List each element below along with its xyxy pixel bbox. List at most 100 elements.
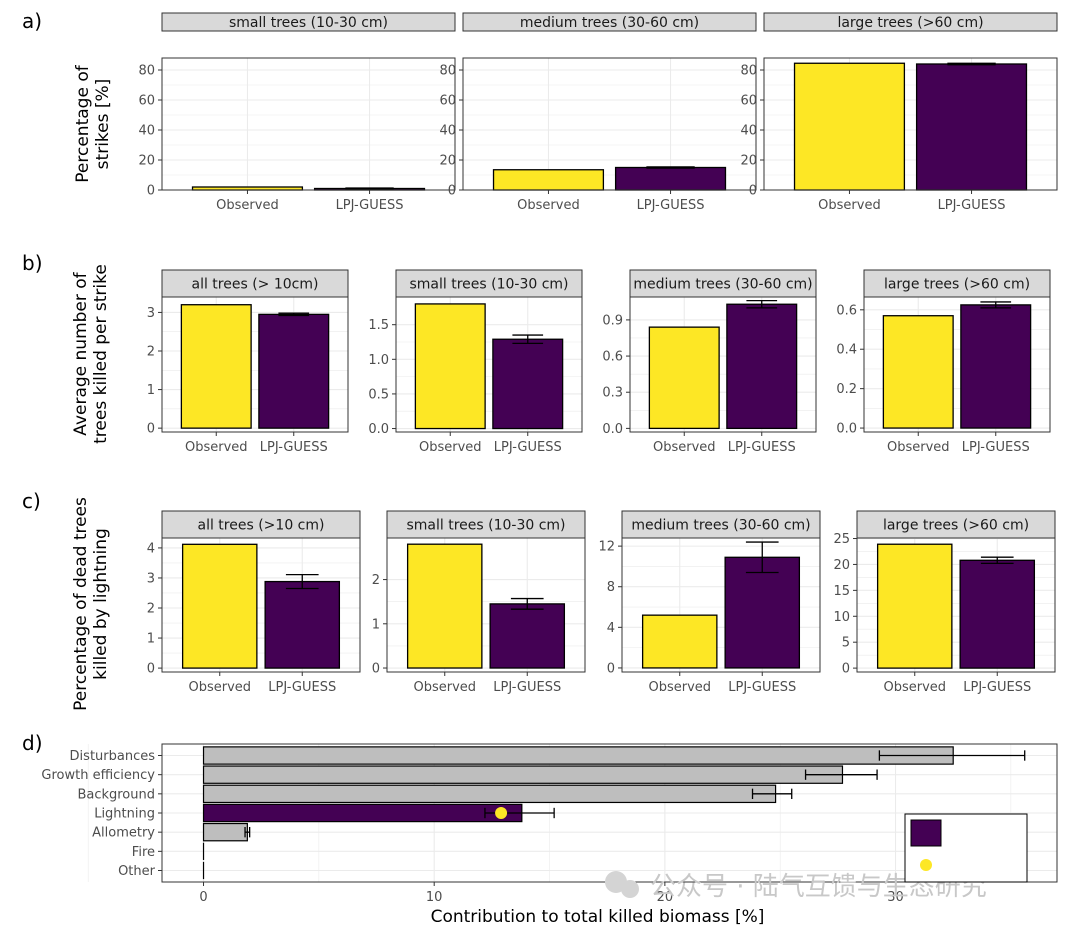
plot-frame [462,57,757,191]
y-tick-label: 8 [607,580,615,595]
y-tick-label: 1 [372,617,380,632]
y-tick-label: 0.0 [836,422,857,437]
x-tick-label: 10 [426,890,443,905]
legend-key-lpj-guess [910,819,942,847]
lpj-guess-bar [489,603,566,669]
y-tick-label: Background [77,787,155,802]
x-tick-label: LPJ-GUESS [336,198,404,213]
y-tick-label: 0 [147,422,155,437]
plot-frame [621,537,821,673]
x-tick-label: Observed [653,440,716,455]
y-tick-label: 12 [598,540,615,555]
y-tick-label: Growth efficiency [41,768,155,783]
y-tick-label: 0.2 [836,382,857,397]
plot-frame [763,57,1058,191]
lpj-guess-bar [960,304,1032,429]
y-tick-label: Fire [132,845,155,860]
plot-frame [856,537,1056,673]
y-tick-label: 1 [147,383,155,398]
y-tick-label: 10 [833,610,850,625]
y-tick-label: Lightning [94,807,155,822]
y-tick-label: 60 [740,94,757,109]
facet-strip [621,510,821,539]
y-tick-label: 80 [138,64,155,79]
x-tick-label: LPJ-GUESS [963,680,1031,695]
y-tick-label: 0 [448,184,456,199]
contribution-bar [202,822,248,842]
plot-frame [863,296,1051,433]
x-tick-label: LPJ-GUESS [962,440,1030,455]
y-tick-label: 20 [740,154,757,169]
y-axis-title-a: strikes [%] [93,79,113,170]
y-tick-label: 15 [833,584,850,599]
x-tick-label: Observed [818,198,881,213]
observed-bar [180,304,252,429]
observed-bar [414,303,486,430]
observed-bar [181,543,258,669]
x-tick-label: LPJ-GUESS [938,198,1006,213]
panel-label-d: d) [22,731,43,755]
x-tick-label: LPJ-GUESS [268,680,336,695]
observed-bar [876,543,953,669]
y-tick-label: 0.9 [602,313,623,328]
facet-strip [386,510,586,539]
panel-label-c: c) [22,489,41,513]
y-tick-label: 5 [842,636,850,651]
y-tick-label: 3 [147,306,155,321]
plot-frame [395,296,583,433]
facet-title: small trees (10-30 cm) [229,15,388,31]
x-tick-label: Observed [188,680,251,695]
x-tick-label: Observed [216,198,279,213]
facet-title: medium trees (30-60 cm) [633,277,812,293]
facet-title: large trees (>60 cm) [837,15,983,31]
y-tick-label: 2 [372,573,380,588]
y-axis-title-a: Percentage of [73,64,93,182]
panel-label-b: b) [22,251,43,275]
observed-point [495,807,508,819]
y-axis-title-b: trees killed per strike [91,264,111,444]
wechat-icon [621,880,639,898]
facet-strip [763,12,1058,32]
facet-strip [856,510,1056,539]
y-tick-label: 0.4 [836,343,857,358]
x-tick-label: 20 [657,890,674,905]
y-tick-label: 0.0 [602,422,623,437]
y-tick-label: 4 [147,541,155,556]
y-axis-title-c: killed by lightning [91,528,111,680]
x-tick-label: Observed [185,440,248,455]
plot-frame [161,537,361,673]
plot-frame [161,296,349,433]
observed-bar [492,169,605,191]
y-axis-title-c: Percentage of dead trees [71,497,91,711]
observed-bar [882,315,954,429]
y-tick-label: 0 [147,662,155,677]
lpj-guess-bar [264,580,341,669]
observed-bar [406,543,483,669]
x-tick-label: Observed [883,680,946,695]
y-tick-label: 20 [439,154,456,169]
x-tick-label: Observed [648,680,711,695]
y-tick-label: 20 [138,154,155,169]
legend-key-observed [920,859,932,871]
observed-bar [793,62,906,191]
y-tick-label: 60 [138,94,155,109]
facet-strip [161,269,349,298]
y-tick-label: 0 [607,661,615,676]
x-tick-label: LPJ-GUESS [728,680,796,695]
x-tick-label: 0 [199,890,207,905]
contribution-bar [202,784,777,804]
facet-title: medium trees (30-60 cm) [631,518,810,534]
x-tick-label: LPJ-GUESS [494,440,562,455]
y-tick-label: 0 [372,662,380,677]
facet-title: large trees (>60 cm) [884,277,1030,293]
x-tick-label: Observed [419,440,482,455]
facet-strip [863,269,1051,298]
y-tick-label: 20 [833,558,850,573]
lpj-guess-bar [492,338,564,430]
y-tick-label: Other [118,864,156,879]
facet-strip [395,269,583,298]
lpj-guess-bar [614,166,727,191]
plot-frame [161,57,456,191]
facet-strip [161,12,456,32]
